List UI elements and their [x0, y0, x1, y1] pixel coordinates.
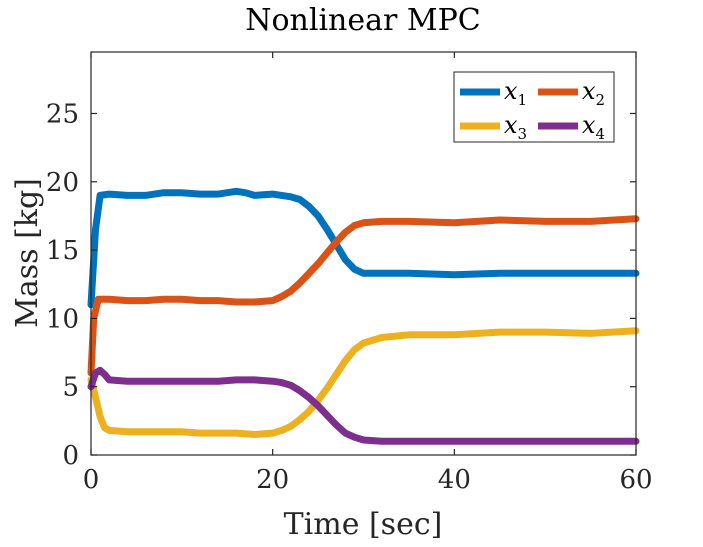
series-layer	[87, 187, 640, 445]
x-tick-label: 20	[256, 465, 289, 495]
y-tick-label: 10	[46, 304, 79, 334]
axes-box	[90, 51, 637, 456]
chart-title: Nonlinear MPC	[245, 3, 481, 38]
series-line-x3	[87, 327, 640, 438]
legend-box	[453, 71, 615, 143]
x-axis-title: Time [sec]	[284, 507, 443, 542]
series-line-x1	[87, 187, 640, 309]
x-tick-label: 40	[438, 465, 471, 495]
y-axis-title: Mass [kg]	[10, 178, 45, 328]
y-tick-label: 25	[46, 99, 79, 129]
y-tick-label: 5	[62, 373, 79, 403]
series-line-x4	[87, 366, 640, 445]
y-tick-label: 15	[46, 236, 79, 266]
x-tick-label: 0	[83, 465, 100, 495]
y-tick-label: 20	[46, 168, 79, 198]
y-tick-label: 0	[62, 441, 79, 471]
series-line-x2	[87, 215, 640, 377]
axes-layer: 0 20 40 60 0 5 10 15 20 25	[46, 51, 653, 495]
x-tick-label: 60	[619, 465, 652, 495]
